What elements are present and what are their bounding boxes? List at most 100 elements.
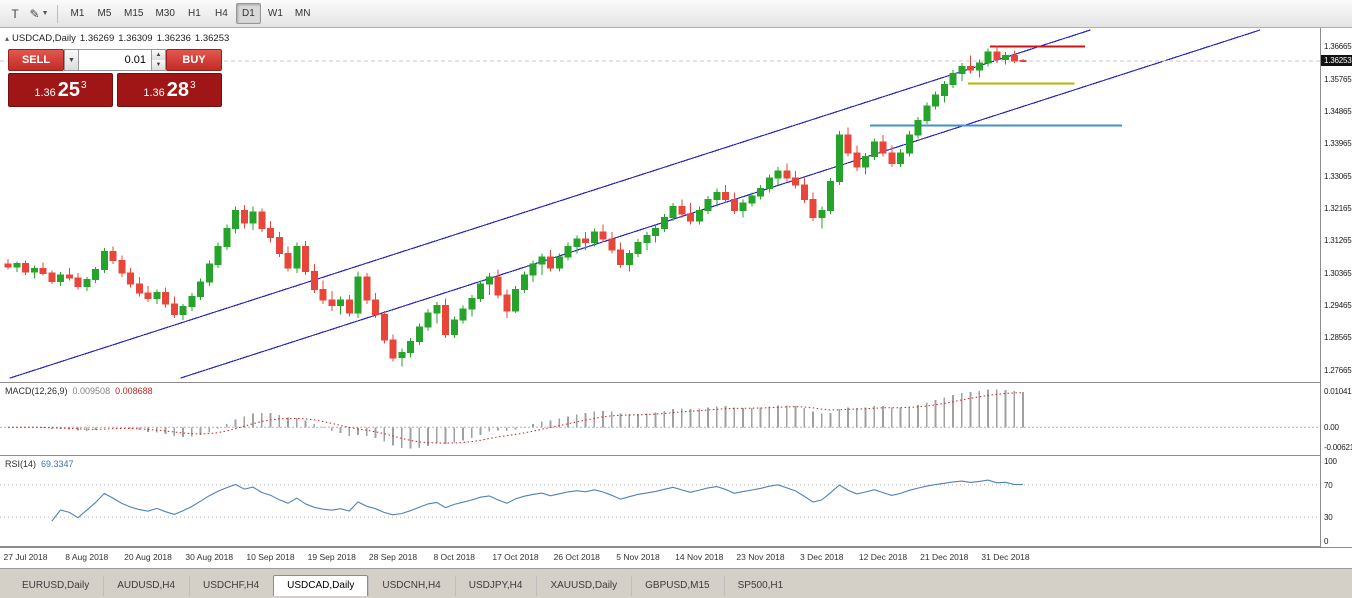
- timeframe-button-m5[interactable]: M5: [97, 8, 112, 19]
- bid-point: 3: [81, 79, 87, 91]
- date-tick: 23 Nov 2018: [736, 552, 785, 562]
- chart-tab-sp500[interactable]: SP500,H1: [723, 575, 798, 596]
- price-tick: 1.33965: [1324, 139, 1352, 149]
- ohlc-high: 1.36309: [118, 33, 153, 44]
- price-tick: 1.34865: [1324, 106, 1352, 116]
- rsi-name: RSI(14): [5, 459, 37, 469]
- price-tick: 1.30365: [1324, 268, 1352, 278]
- ohlc-open: 1.36269: [79, 33, 115, 44]
- timeframe-button-d1[interactable]: D1: [235, 3, 261, 24]
- bid-prefix: 1.36: [34, 87, 56, 99]
- date-tick: 30 Aug 2018: [185, 552, 234, 562]
- chart-tab-usdcad[interactable]: USDCAD,Daily: [273, 575, 369, 596]
- chart-tab-usdchf[interactable]: USDCHF,H4: [189, 575, 273, 596]
- chart-tab-usdcnh[interactable]: USDCNH,H4: [368, 575, 454, 596]
- date-tick: 12 Dec 2018: [858, 552, 908, 562]
- current-price-box: 1.36253: [1321, 54, 1352, 66]
- timeframe-toolbar: M1 M5 M15 M30 H1 H4 D1 W1 MN: [64, 3, 316, 24]
- chart-tab-eurusd[interactable]: EURUSD,Daily: [22, 580, 90, 591]
- lot-stepper[interactable]: ▲ ▼: [151, 49, 166, 71]
- one-click-toggle-icon[interactable]: ▴: [5, 34, 10, 43]
- stepper-up-icon[interactable]: ▲: [152, 50, 165, 60]
- date-tick: 14 Nov 2018: [675, 552, 724, 562]
- stepper-down-icon[interactable]: ▼: [152, 60, 165, 70]
- date-tick: 31 Dec 2018: [981, 552, 1030, 562]
- panel-separator[interactable]: [0, 546, 1352, 547]
- chart-tab-xauusd[interactable]: XAUUSD,Daily: [536, 575, 631, 596]
- price-chart-canvas[interactable]: [0, 28, 1320, 382]
- date-tick: 3 Dec 2018: [800, 552, 844, 562]
- top-toolbar: T ✎ ▼ M1 M5 M15 M30 H1 H4 D1 W1 MN: [0, 0, 1352, 28]
- chart-title: USDCAD,Daily: [12, 33, 76, 44]
- rsi-scale-0: 0: [1324, 537, 1329, 547]
- ask-point: 3: [190, 79, 196, 91]
- date-tick: 20 Aug 2018: [124, 552, 172, 562]
- chart-area: ▴ USDCAD,Daily 1.36269 1.36309 1.36236 1.3625…: [0, 28, 1352, 568]
- chevron-down-icon: ▼: [41, 10, 49, 17]
- date-tick: 21 Dec 2018: [920, 552, 969, 562]
- toolbar-separator: [57, 4, 58, 23]
- time-axis[interactable]: 27 Jul 2018 8 Aug 2018 20 Aug 2018 30 Aug 2…: [0, 547, 1352, 568]
- macd-scale-max: 0.010412: [1324, 387, 1352, 396]
- buy-button[interactable]: BUY: [166, 49, 222, 71]
- date-tick: 8 Aug 2018: [65, 552, 109, 562]
- macd-scale-min: -0.006215: [1324, 443, 1352, 452]
- bid-pips: 25: [57, 79, 81, 101]
- chart-header: ▴ USDCAD,Daily 1.36269 1.36309 1.36236 1.3625…: [5, 33, 233, 44]
- ohlc-low: 1.36236: [156, 33, 191, 44]
- lot-size-input[interactable]: 0.01: [79, 49, 151, 71]
- price-scale[interactable]: 1.36665 1.35765 1.34865 1.33965 1.33065 1.321…: [1320, 28, 1352, 547]
- chart-tab-usdjpy[interactable]: USDJPY,H4: [454, 575, 537, 596]
- macd-name: MACD(12,26,9): [5, 386, 68, 396]
- price-tick: 1.33065: [1324, 171, 1352, 181]
- chart-tab-audusd[interactable]: AUDUSD,H4: [103, 575, 189, 596]
- price-tick: 1.35765: [1324, 74, 1352, 84]
- pencil-icon: ✎: [29, 6, 40, 21]
- timeframe-button-h4[interactable]: H4: [215, 8, 228, 19]
- draw-tool-icon[interactable]: ✎ ▼: [28, 3, 50, 24]
- timeframe-button-h1[interactable]: H1: [188, 8, 201, 19]
- text-tool-icon[interactable]: T: [11, 6, 19, 21]
- timeframe-button-m15[interactable]: M15: [124, 8, 144, 19]
- timeframe-button-m1[interactable]: M1: [70, 8, 85, 19]
- rsi-value: 69.3347: [41, 459, 74, 469]
- timeframe-button-mn[interactable]: MN: [294, 8, 311, 19]
- ask-pips: 28: [166, 79, 190, 101]
- one-click-trading-panel: SELL ▼ 0.01 ▲ ▼ BUY 1.36 25 3 1.36 28: [8, 49, 222, 107]
- date-tick: 8 Oct 2018: [433, 552, 476, 562]
- price-tick: 1.31265: [1324, 236, 1352, 246]
- date-tick: 5 Nov 2018: [616, 552, 660, 562]
- bid-price-display[interactable]: 1.36 25 3: [8, 73, 113, 107]
- macd-main-value: 0.009508: [72, 386, 111, 396]
- lot-dropdown-icon[interactable]: ▼: [64, 49, 79, 71]
- rsi-scale-30: 30: [1324, 513, 1333, 523]
- rsi-scale-70: 70: [1324, 480, 1333, 490]
- price-tick: 1.32165: [1324, 203, 1352, 213]
- timeframe-button-w1[interactable]: W1: [267, 8, 283, 19]
- macd-signal-value: 0.008688: [115, 386, 153, 396]
- rsi-label: RSI(14) 69.3347: [5, 459, 74, 469]
- chart-tab-gbpusd[interactable]: GBPUSD,M15: [631, 575, 723, 596]
- panel-separator[interactable]: [0, 382, 1352, 383]
- sell-button[interactable]: SELL: [8, 49, 64, 71]
- panel-separator[interactable]: [0, 455, 1352, 456]
- macd-label: MACD(12,26,9) 0.009508 0.008688: [5, 386, 153, 396]
- date-tick: 17 Oct 2018: [492, 552, 539, 562]
- ohlc-close: 1.36253: [194, 33, 230, 44]
- date-tick: 27 Jul 2018: [3, 552, 48, 562]
- ask-prefix: 1.36: [143, 87, 165, 99]
- price-tick: 1.29465: [1324, 301, 1352, 311]
- price-tick: 1.36665: [1324, 42, 1352, 52]
- timeframe-button-m30[interactable]: M30: [155, 8, 175, 19]
- date-tick: 28 Sep 2018: [368, 552, 418, 562]
- macd-scale-zero: 0.00: [1324, 423, 1339, 433]
- macd-chart-canvas[interactable]: [0, 383, 1320, 455]
- ask-price-display[interactable]: 1.36 28 3: [117, 73, 222, 107]
- rsi-chart-canvas[interactable]: [0, 456, 1320, 546]
- date-tick: 26 Oct 2018: [553, 552, 600, 562]
- date-tick: 10 Sep 2018: [246, 552, 295, 562]
- price-tick: 1.27665: [1324, 365, 1352, 375]
- date-tick: 19 Sep 2018: [307, 552, 356, 562]
- rsi-scale-100: 100: [1324, 457, 1337, 466]
